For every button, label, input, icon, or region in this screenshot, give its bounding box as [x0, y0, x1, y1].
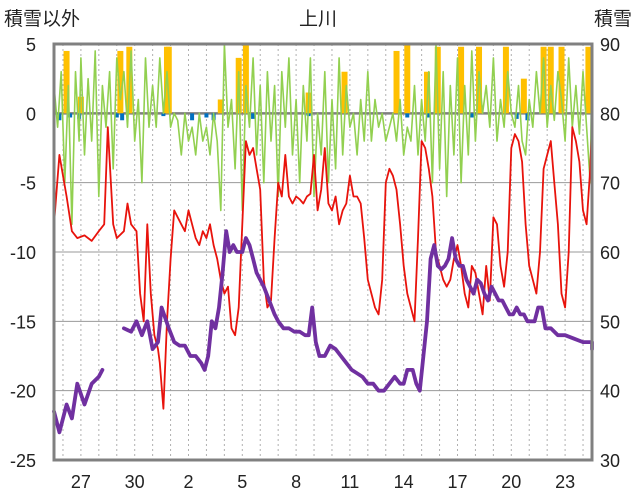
left-tick-label: -10 — [10, 243, 36, 263]
left-tick-label: -5 — [20, 174, 36, 194]
precipitation-bar — [161, 113, 166, 117]
precipitation-bar — [68, 113, 73, 118]
sunshine-bar — [540, 46, 547, 114]
x-tick-label: 17 — [447, 472, 467, 492]
sunshine-bar — [77, 96, 84, 114]
right-tick-label: 90 — [600, 35, 620, 55]
chart-title: 上川 — [299, 8, 337, 30]
precipitation-bar — [405, 113, 410, 118]
left-tick-label: 0 — [26, 104, 36, 124]
right-tick-label: 60 — [600, 243, 620, 263]
left-axis-title: 積雪以外 — [4, 8, 80, 30]
sunshine-bar — [404, 44, 411, 114]
precipitation-bar — [469, 113, 474, 118]
sunshine-bar — [242, 44, 249, 114]
sunshine-bar — [341, 71, 348, 114]
left-tick-label: 5 — [26, 35, 36, 55]
sunshine-bar — [585, 46, 592, 114]
right-tick-label: 30 — [600, 451, 620, 471]
wind-line — [53, 43, 593, 226]
precipitation-bar — [204, 113, 209, 118]
sunshine-bar — [458, 46, 465, 114]
precipitation-bar — [426, 113, 431, 118]
x-tick-label: 5 — [237, 472, 247, 492]
sunshine-bar — [558, 46, 565, 114]
right-axis-title: 積雪 — [594, 8, 632, 30]
sunshine-bar — [63, 50, 70, 114]
right-tick-label: 80 — [600, 104, 620, 124]
plot-frame — [52, 42, 594, 462]
x-tick-label: 8 — [291, 472, 301, 492]
lines-layer — [52, 43, 594, 435]
x-tick-label: 11 — [341, 472, 360, 492]
precipitation-bar — [57, 113, 62, 121]
x-tick-label: 23 — [555, 472, 575, 492]
sunshine-bar — [547, 46, 554, 114]
sunshine-bar — [393, 50, 400, 114]
left-tick-label: -20 — [10, 382, 36, 402]
right-tick-label: 40 — [600, 382, 620, 402]
precipitation-bar — [120, 113, 125, 121]
right-tick-label: 70 — [600, 174, 620, 194]
precipitation-bar — [190, 113, 195, 121]
sunshine-bar — [217, 99, 224, 114]
x-tick-label: 27 — [71, 472, 91, 492]
x-tick-label: 20 — [501, 472, 521, 492]
right-tick-label: 50 — [600, 312, 620, 332]
snow_depth-line — [52, 229, 594, 435]
sunshine-bar — [117, 50, 124, 114]
x-tick-label: 30 — [125, 472, 145, 492]
left-tick-label: -25 — [10, 451, 36, 471]
sunshine-bar — [165, 46, 172, 114]
sunshine-bar — [520, 78, 527, 114]
precipitation-bar — [514, 113, 519, 119]
x-tick-label: 2 — [183, 472, 193, 492]
precipitation-bar — [114, 113, 119, 118]
x-tick-label: 14 — [394, 472, 414, 492]
temperature-line — [53, 98, 593, 410]
left-tick-label: -15 — [10, 312, 36, 332]
precipitation-bar — [251, 113, 256, 119]
sunshine-bar — [502, 46, 509, 114]
